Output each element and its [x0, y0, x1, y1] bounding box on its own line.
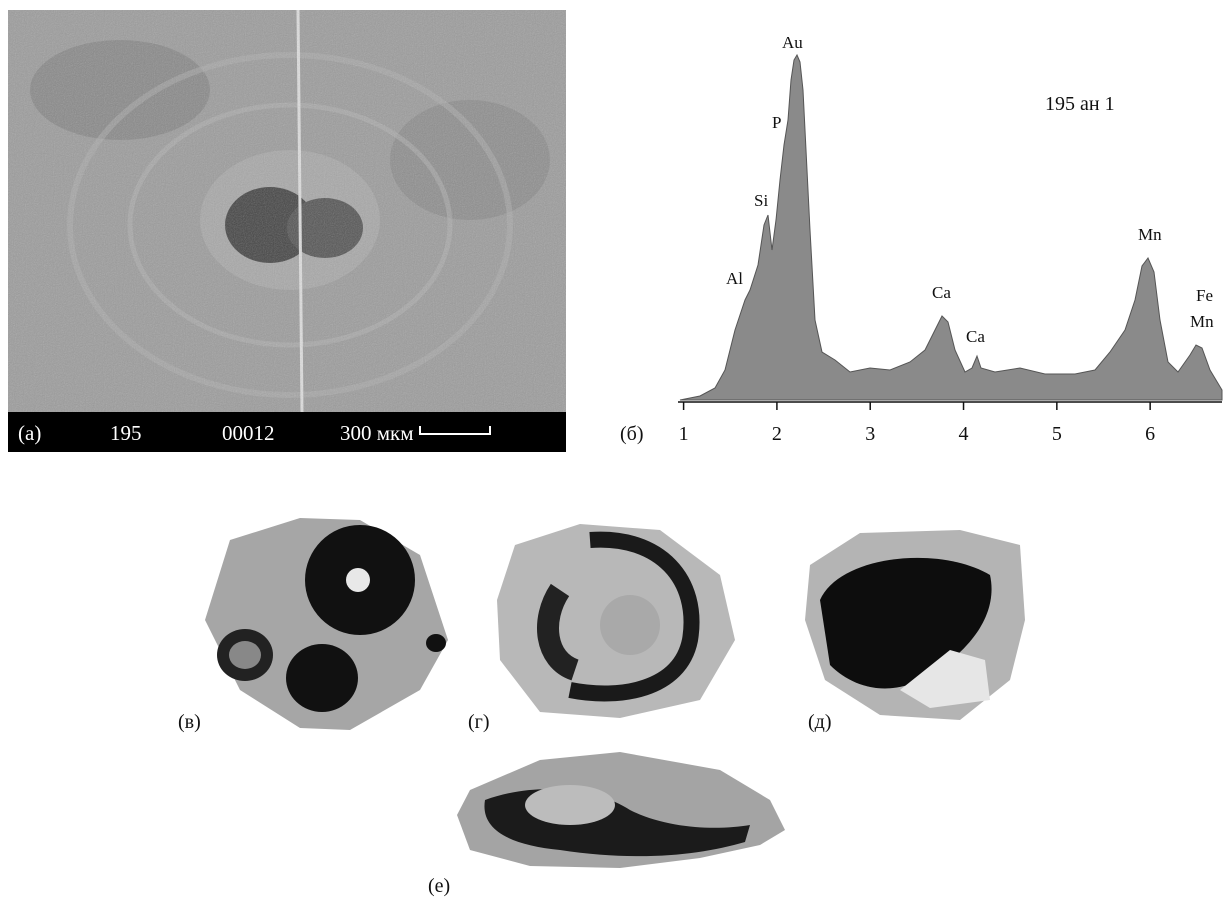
peak-label: Mn: [1138, 225, 1162, 244]
peak-label: Ca: [932, 283, 951, 302]
photo-v: [205, 518, 448, 730]
figure: (a) 195 00012 300 мкм 195 ан 1 Au P Si A…: [0, 0, 1226, 906]
photo-d: [805, 530, 1025, 720]
peak-label: Au: [782, 33, 803, 52]
panel-label: (в): [178, 711, 201, 733]
peak-label: Si: [754, 191, 768, 210]
scale-label: 300 мкм: [340, 421, 414, 445]
x-tick-label: 5: [1052, 423, 1062, 445]
sem-image: [8, 10, 566, 412]
spectrum-title: 195 ан 1: [1045, 93, 1115, 115]
x-tick-label: 6: [1145, 423, 1155, 445]
peak-label: Fe: [1196, 286, 1213, 305]
x-tick-label: 4: [959, 423, 969, 445]
peak-label: Ca: [966, 327, 985, 346]
peak-label: P: [772, 113, 781, 132]
peak-label: Al: [726, 269, 743, 288]
page: {"panel_a": {"label": "(a)", "sample": "…: [0, 0, 1226, 906]
photo-e: [457, 752, 785, 868]
x-tick-label: 3: [865, 423, 875, 445]
peak-label: Mn: [1190, 312, 1214, 331]
sample-id: 195: [110, 421, 142, 445]
panel-label: (г): [468, 711, 490, 733]
panel-label: (a): [18, 421, 41, 445]
frame-id: 00012: [222, 421, 275, 445]
panel-label: (б): [620, 423, 644, 445]
x-tick-label: 1: [679, 423, 689, 445]
info-bar: [8, 412, 566, 452]
photo-g: [497, 524, 735, 718]
panel-label: (е): [428, 875, 450, 897]
x-tick-label: 2: [772, 423, 782, 445]
panel-label: (д): [808, 711, 832, 733]
